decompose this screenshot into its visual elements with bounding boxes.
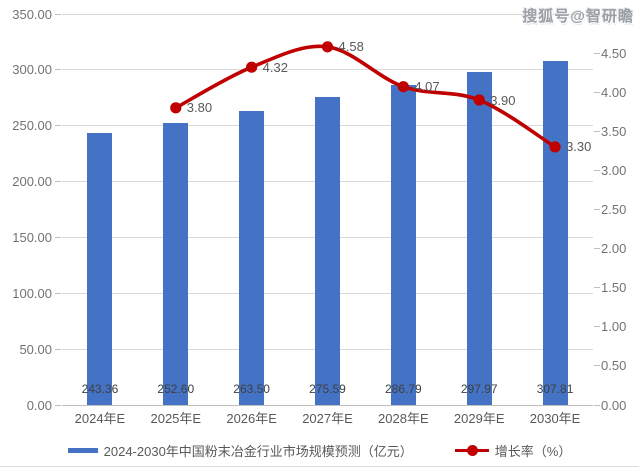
- left-axis-tick-label: 0.00: [26, 397, 52, 413]
- bar-value-label: 252.60: [157, 382, 195, 396]
- bar-2025年E: [163, 122, 189, 405]
- right-axis-tick: [594, 326, 600, 328]
- legend: 2024-2030年中国粉末冶金行业市场规模预测（亿元） 增长率（%）: [0, 441, 639, 459]
- right-axis-tick: [594, 130, 600, 132]
- x-axis-line: [62, 404, 593, 406]
- bar-2027年E: [315, 97, 340, 405]
- right-axis-tick-label: 2.00: [601, 241, 627, 257]
- left-axis-tick-label: 250.00: [12, 118, 52, 134]
- right-axis-tick: [594, 52, 600, 54]
- bar-value-label: 275.59: [309, 382, 346, 396]
- right-axis-tick-label: 4.00: [601, 84, 627, 100]
- bar-2029年E: [466, 72, 492, 405]
- right-axis-tick-label: 3.50: [601, 123, 627, 139]
- right-axis-tick: [594, 365, 600, 367]
- left-axis-tick-label: 300.00: [12, 62, 52, 78]
- gridline: [62, 69, 593, 71]
- growth-rate-value-label: 3.30: [566, 139, 592, 155]
- watermark: 搜狐号@智研瞻: [522, 8, 634, 25]
- right-axis-tick: [594, 404, 600, 406]
- right-axis-tick: [594, 169, 600, 171]
- left-axis-tick: [55, 292, 61, 294]
- left-axis-tick: [55, 125, 61, 127]
- growth-rate-marker: [321, 41, 334, 53]
- right-axis-tick-label: 1.00: [601, 319, 627, 335]
- left-axis-tick: [55, 181, 61, 183]
- right-axis-tick-label: 3.00: [601, 162, 627, 178]
- x-axis-label: 2028年E: [378, 411, 429, 426]
- right-axis-tick: [594, 91, 600, 93]
- legend-item-market-size[interactable]: 2024-2030年中国粉末冶金行业市场规模预测（亿元）: [67, 441, 413, 460]
- x-axis-label: 2024年E: [74, 411, 126, 426]
- bottom-divider: [0, 466, 639, 467]
- x-axis-label: 2029年E: [453, 411, 505, 426]
- x-axis-label: 2025年E: [150, 411, 202, 426]
- growth-rate-value-label: 4.07: [414, 79, 440, 95]
- right-axis-tick: [594, 209, 600, 210]
- bar-value-label: 263.50: [233, 382, 270, 396]
- right-axis-tick-label: 2.50: [601, 202, 627, 217]
- left-axis-tick-label: 150.00: [12, 229, 52, 245]
- left-axis-tick: [55, 348, 61, 350]
- bar-2024年E: [87, 133, 113, 405]
- right-axis-tick-label: 0.00: [601, 397, 627, 413]
- right-axis-tick-label: 0.50: [601, 358, 627, 374]
- bar-value-label: 307.81: [536, 382, 574, 396]
- left-axis-tick-label: 350.00: [12, 6, 52, 22]
- x-axis-label: 2027年E: [302, 411, 353, 426]
- right-axis-tick: [594, 287, 600, 289]
- x-axis-label: 2026年E: [226, 411, 277, 426]
- gridline: [62, 13, 593, 15]
- left-axis-tick: [55, 13, 61, 15]
- left-axis-tick: [55, 236, 61, 238]
- left-axis-tick-label: 50.00: [19, 341, 52, 357]
- legend-label-market-size: 2024-2030年中国粉末冶金行业市场规模预测（亿元）: [103, 443, 413, 459]
- growth-rate-value-label: 4.32: [262, 59, 288, 75]
- line-series-swatch-icon: [454, 444, 489, 456]
- growth-rate-value-label: 3.90: [490, 92, 516, 108]
- bar-series-swatch-icon: [67, 447, 98, 453]
- right-axis-tick: [594, 248, 600, 250]
- bar-2028年E: [390, 84, 416, 405]
- bar-value-label: 243.36: [81, 382, 119, 396]
- legend-label-growth-rate: 增长率（%）: [494, 443, 572, 459]
- growth-rate-marker: [246, 61, 258, 73]
- right-axis-tick-label: 1.50: [601, 280, 627, 296]
- bar-value-label: 286.79: [384, 382, 422, 396]
- growth-rate-marker: [170, 102, 182, 114]
- bar-2030年E: [542, 61, 568, 405]
- bar-value-label: 297.97: [460, 382, 498, 396]
- left-axis-tick-label: 200.00: [12, 174, 52, 190]
- legend-item-growth-rate[interactable]: 增长率（%）: [454, 441, 572, 460]
- left-axis-tick-label: 100.00: [12, 285, 52, 301]
- left-axis-tick: [55, 404, 61, 406]
- x-axis-label: 2030年E: [529, 411, 581, 426]
- growth-rate-value-label: 4.58: [338, 39, 364, 55]
- growth-rate-value-label: 3.80: [186, 100, 213, 116]
- bar-2026年E: [239, 110, 265, 405]
- left-axis-tick: [55, 69, 61, 71]
- right-axis-tick-label: 4.50: [601, 45, 627, 61]
